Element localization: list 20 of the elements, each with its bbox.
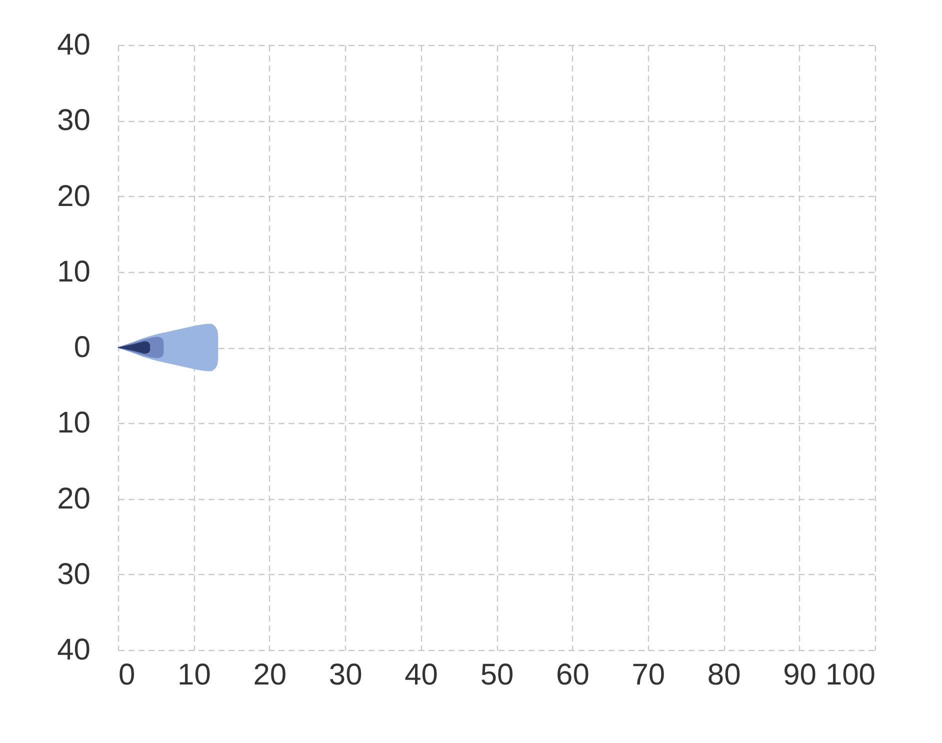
x-tick-label: 0 (118, 658, 136, 692)
y-tick-label: 40 (57, 28, 90, 62)
y-tick-label: 10 (57, 255, 90, 288)
x-tick-label: 30 (328, 658, 362, 692)
x-tick-label: 60 (556, 658, 590, 692)
x-tick-label: 70 (632, 658, 666, 692)
y-tick-label: 30 (57, 104, 90, 138)
y-tick-label: 10 (57, 406, 90, 440)
x-tick-label: 50 (480, 658, 514, 692)
x-tick-label: 40 (404, 658, 438, 692)
y-tick-label: 40 (57, 634, 90, 666)
x-tick-label: 80 (707, 658, 741, 692)
x-tick-label: 100 (825, 658, 876, 692)
y-tick-label: 20 (57, 180, 90, 213)
y-tick-label: 0 (74, 331, 90, 364)
x-tick-label: 10 (178, 658, 211, 692)
x-tick-label: 90 (783, 658, 816, 692)
y-tick-label: 30 (57, 558, 90, 591)
y-tick-label: 20 (57, 482, 90, 516)
x-tick-label: 20 (253, 658, 287, 692)
